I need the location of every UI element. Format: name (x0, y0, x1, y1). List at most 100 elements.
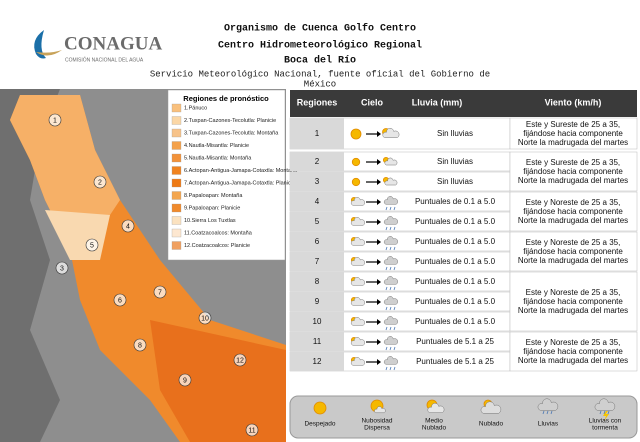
region-cell: 8 (315, 277, 320, 286)
wind-text: Este y Noreste de 25 a 35, (526, 238, 621, 247)
region-number: 5 (90, 242, 94, 249)
rain-icon (385, 366, 388, 371)
wind-text: fijándose hacia componente (523, 129, 623, 138)
rain-cell: Sin lluvias (437, 129, 473, 138)
legend-swatch (171, 153, 182, 163)
table-row: 6 Puntuales de 0.1 a 5.0 (289, 231, 511, 252)
rain-icon (385, 306, 388, 311)
legend-swatch (171, 166, 182, 175)
table-row: 2 Sin lluvias (289, 151, 511, 172)
rain-icon (393, 326, 396, 331)
cell-bg (290, 312, 344, 331)
legend-label: 8.Papaloapan: Montaña (184, 193, 243, 199)
table-row: 7 Puntuales de 0.1 a 5.0 (289, 251, 511, 272)
cloud-icon (350, 237, 365, 246)
rain-icon (385, 266, 388, 271)
icon-legend-label: Lluvias con (589, 418, 622, 425)
legend-title: Regiones de pronóstico (183, 94, 269, 103)
wind-cell (509, 331, 638, 372)
cloud-icon (383, 276, 398, 285)
region-number: 6 (118, 297, 122, 304)
icon-legend-label: Lluvias (538, 421, 559, 428)
wind-text: Norte la madrugada del martes (518, 306, 628, 315)
legend-label: 1.Pánuco (184, 105, 207, 111)
table-row: 3 Sin lluvias (289, 171, 511, 192)
rain-cell: Sin lluvias (437, 157, 473, 166)
icon-legend-item: Lluvias (537, 398, 559, 428)
rain-icon (389, 346, 392, 351)
legend-label: 3.Tuxpan-Cazones-Tecolutla: Montaña (184, 130, 279, 136)
cloud-icon (383, 356, 398, 365)
arrow-head (377, 319, 381, 325)
region-number: 4 (126, 223, 130, 230)
table-row: 8 Puntuales de 0.1 a 5.0 (289, 271, 511, 292)
cloud-icon (382, 128, 400, 138)
arrow-head (377, 199, 381, 205)
cloud-icon (350, 357, 365, 366)
table-row: 12 Puntuales de 5.1 a 25 (289, 351, 511, 372)
region-number: 8 (138, 342, 142, 349)
cloud-icon (384, 157, 398, 166)
rain-cell: Puntuales de 0.1 a 5.0 (415, 237, 496, 246)
source: Servicio Meteorológico Nacional, fuente … (150, 69, 490, 79)
legend-swatch (171, 203, 182, 213)
cell-bg (290, 252, 344, 271)
source: México (304, 79, 336, 89)
region-number: 2 (98, 179, 102, 186)
rain-icon (389, 246, 392, 251)
region-number: 11 (248, 427, 255, 434)
rain-icon (389, 286, 392, 291)
rain-icon (385, 226, 388, 231)
arrow-head (377, 179, 381, 185)
wind-text: fijándose hacia componente (523, 167, 623, 176)
table-row: 9 Puntuales de 0.1 a 5.0 (289, 291, 511, 312)
rain-cell: Puntuales de 0.1 a 5.0 (415, 277, 496, 286)
region-cell: 3 (315, 177, 320, 186)
cloud-icon (383, 256, 398, 265)
region-marker (121, 219, 135, 233)
legend-label: 10.Sierra Los Tuxtlas (184, 218, 236, 224)
arrow-head (377, 259, 381, 265)
rain-icon (389, 226, 392, 231)
legend-label: 6.Actopan-Antigua-Jamapa-Cotaxtla: Monta… (184, 168, 298, 174)
cloud-icon (350, 277, 365, 286)
table-row: 1 Sin lluvias (289, 117, 511, 150)
wind-text: Norte la madrugada del martes (518, 138, 628, 147)
rain-icon (393, 306, 396, 311)
rain-icon (389, 206, 392, 211)
rain-icon (550, 410, 553, 415)
logo-drop (34, 30, 46, 59)
region-cell: 10 (313, 317, 322, 326)
wind-text: Este y Noreste de 25 a 35, (526, 198, 621, 207)
table-row: 11 Puntuales de 5.1 a 25 (289, 331, 511, 352)
cloud-icon (480, 401, 502, 414)
region-marker (233, 353, 247, 367)
arrow-head (377, 339, 381, 345)
table: Regiones Cielo Lluvia (mm) Viento (km/h) 1 Si… (289, 90, 638, 372)
legend-label: 2.Tuxpan-Cazones-Tecolutla: Planicie (184, 118, 276, 124)
icon-legend-label: Despejado (304, 421, 335, 428)
cloud-icon (383, 296, 398, 305)
arrow-head (377, 359, 381, 365)
column-header: Cielo (361, 97, 384, 107)
legend-swatch (171, 116, 182, 125)
legend-swatch (171, 228, 182, 238)
region-marker (85, 238, 99, 252)
region-marker (133, 338, 147, 352)
sun-icon (313, 401, 327, 415)
legend-swatch (171, 216, 182, 225)
arrow-head (377, 279, 381, 285)
arrow-head (377, 239, 381, 245)
rain-icon (385, 206, 388, 211)
cell-bg (290, 332, 344, 351)
region-marker (93, 175, 107, 189)
cloud-icon (350, 337, 365, 346)
region-number: 12 (236, 357, 244, 364)
region-number: 10 (201, 315, 209, 322)
rain-icon (599, 410, 602, 415)
south-area (150, 320, 286, 442)
arrow-head (377, 219, 381, 225)
logo-text: CONAGUA (64, 33, 162, 54)
